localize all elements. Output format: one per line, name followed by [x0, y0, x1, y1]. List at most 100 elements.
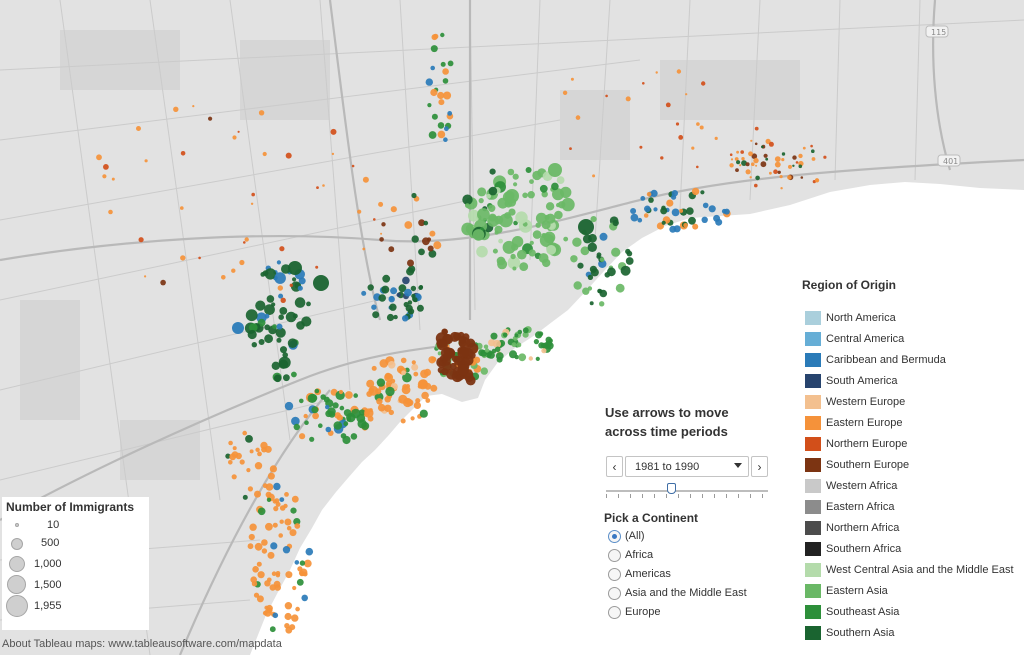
immigrant-dot[interactable]	[248, 533, 255, 541]
immigrant-dot[interactable]	[301, 594, 309, 602]
legend-item[interactable]: Southern Africa	[805, 540, 901, 557]
immigrant-dot[interactable]	[410, 285, 417, 292]
immigrant-dot[interactable]	[402, 372, 412, 383]
immigrant-dot[interactable]	[515, 211, 528, 224]
immigrant-dot[interactable]	[735, 168, 739, 173]
immigrant-dot[interactable]	[373, 218, 376, 221]
immigrant-dot[interactable]	[688, 216, 696, 225]
immigrant-dot[interactable]	[313, 275, 329, 291]
immigrant-dot[interactable]	[265, 483, 274, 491]
immigrant-dot[interactable]	[440, 61, 446, 67]
immigrant-dot[interactable]	[285, 152, 292, 159]
immigrant-dot[interactable]	[315, 265, 319, 269]
immigrant-dot[interactable]	[528, 249, 536, 257]
immigrant-dot[interactable]	[415, 398, 421, 404]
immigrant-dot[interactable]	[289, 283, 293, 287]
immigrant-dot[interactable]	[671, 194, 677, 200]
immigrant-dot[interactable]	[384, 404, 392, 412]
immigrant-dot[interactable]	[702, 202, 709, 209]
immigrant-dot[interactable]	[587, 286, 593, 291]
immigrant-dot[interactable]	[396, 292, 401, 297]
period-dropdown[interactable]: 1981 to 1990	[625, 456, 749, 477]
immigrant-dot[interactable]	[258, 110, 265, 116]
immigrant-dot[interactable]	[477, 208, 490, 221]
immigrant-dot[interactable]	[303, 413, 308, 419]
legend-item[interactable]: Central America	[805, 330, 904, 347]
immigrant-dot[interactable]	[587, 242, 597, 252]
immigrant-dot[interactable]	[607, 267, 616, 277]
immigrant-dot[interactable]	[430, 45, 438, 53]
immigrant-dot[interactable]	[267, 551, 275, 559]
immigrant-dot[interactable]	[388, 246, 395, 253]
immigrant-dot[interactable]	[570, 255, 578, 263]
immigrant-dot[interactable]	[301, 316, 312, 327]
immigrant-dot[interactable]	[256, 561, 262, 567]
immigrant-dot[interactable]	[291, 371, 297, 378]
immigrant-dot[interactable]	[257, 507, 266, 516]
immigrant-dot[interactable]	[748, 151, 753, 157]
immigrant-dot[interactable]	[781, 152, 786, 156]
immigrant-dot[interactable]	[561, 197, 575, 212]
immigrant-dot[interactable]	[800, 176, 804, 179]
immigrant-dot[interactable]	[679, 208, 684, 213]
immigrant-dot[interactable]	[509, 350, 517, 359]
immigrant-dot[interactable]	[382, 274, 391, 283]
immigrant-dot[interactable]	[605, 94, 608, 98]
immigrant-dot[interactable]	[543, 231, 556, 244]
immigrant-dot[interactable]	[284, 612, 292, 621]
immigrant-dot[interactable]	[714, 136, 718, 140]
immigrant-dot[interactable]	[480, 367, 488, 375]
immigrant-dot[interactable]	[272, 522, 278, 528]
immigrant-dot[interactable]	[518, 353, 527, 362]
immigrant-dot[interactable]	[378, 201, 384, 207]
immigrant-dot[interactable]	[278, 314, 285, 321]
legend-item[interactable]: South America	[805, 372, 898, 389]
immigrant-dot[interactable]	[108, 209, 113, 215]
immigrant-dot[interactable]	[400, 418, 406, 424]
immigrant-dot[interactable]	[279, 307, 288, 315]
immigrant-dot[interactable]	[779, 175, 783, 179]
immigrant-dot[interactable]	[787, 175, 792, 180]
immigrant-dot[interactable]	[294, 560, 300, 565]
immigrant-dot[interactable]	[277, 285, 283, 291]
immigrant-dot[interactable]	[286, 525, 292, 531]
immigrant-dot[interactable]	[331, 152, 335, 156]
immigrant-dot[interactable]	[556, 176, 565, 185]
radio-button[interactable]	[608, 567, 621, 581]
immigrant-dot[interactable]	[548, 163, 562, 177]
immigrant-dot[interactable]	[535, 356, 540, 361]
immigrant-dot[interactable]	[252, 566, 259, 573]
immigrant-dot[interactable]	[477, 187, 487, 197]
immigrant-dot[interactable]	[750, 139, 753, 142]
immigrant-dot[interactable]	[292, 313, 298, 319]
immigrant-dot[interactable]	[612, 219, 619, 227]
immigrant-dot[interactable]	[592, 174, 596, 178]
immigrant-dot[interactable]	[497, 197, 509, 209]
immigrant-dot[interactable]	[505, 189, 519, 203]
immigrant-dot[interactable]	[318, 423, 323, 429]
immigrant-dot[interactable]	[278, 356, 291, 369]
immigrant-dot[interactable]	[533, 339, 540, 345]
immigrant-dot[interactable]	[280, 297, 286, 303]
continent-option-americas[interactable]: Americas	[608, 565, 671, 583]
radio-button[interactable]	[608, 586, 621, 600]
immigrant-dot[interactable]	[528, 356, 533, 361]
immigrant-dot[interactable]	[665, 102, 671, 108]
immigrant-dot[interactable]	[551, 182, 559, 191]
immigrant-dot[interactable]	[274, 272, 286, 284]
immigrant-dot[interactable]	[312, 412, 319, 420]
immigrant-dot[interactable]	[428, 131, 437, 139]
immigrant-dot[interactable]	[488, 204, 496, 212]
immigrant-dot[interactable]	[774, 156, 781, 163]
immigrant-dot[interactable]	[655, 71, 658, 74]
immigrant-dot[interactable]	[644, 205, 651, 213]
immigrant-dot[interactable]	[361, 422, 370, 430]
immigrant-dot[interactable]	[275, 573, 281, 578]
immigrant-dot[interactable]	[768, 141, 774, 147]
immigrant-dot[interactable]	[413, 297, 418, 302]
immigrant-dot[interactable]	[345, 391, 353, 399]
immigrant-dot[interactable]	[333, 421, 343, 430]
immigrant-dot[interactable]	[285, 571, 293, 579]
immigrant-dot[interactable]	[320, 394, 327, 400]
immigrant-dot[interactable]	[264, 580, 271, 587]
